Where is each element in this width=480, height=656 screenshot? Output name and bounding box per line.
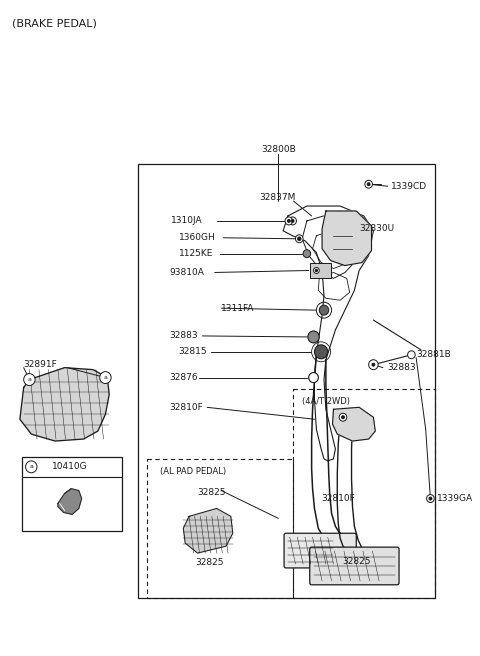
Text: a: a: [104, 375, 108, 380]
Text: 32891F: 32891F: [24, 360, 58, 369]
Circle shape: [309, 373, 318, 382]
Text: 1125KE: 1125KE: [179, 249, 213, 258]
Text: 1360GH: 1360GH: [179, 234, 216, 242]
Circle shape: [288, 219, 290, 222]
Polygon shape: [322, 211, 372, 266]
Circle shape: [314, 345, 328, 359]
Text: (BRAKE PEDAL): (BRAKE PEDAL): [12, 18, 97, 29]
Circle shape: [367, 183, 370, 186]
FancyBboxPatch shape: [310, 547, 399, 584]
Text: (4A/T 2WD): (4A/T 2WD): [302, 398, 350, 407]
Circle shape: [303, 250, 311, 258]
Text: 32815: 32815: [179, 347, 207, 356]
Circle shape: [296, 235, 303, 243]
Text: 32800B: 32800B: [261, 145, 296, 154]
Circle shape: [313, 268, 319, 274]
Text: 32837M: 32837M: [259, 193, 296, 201]
Circle shape: [100, 372, 111, 384]
Circle shape: [24, 374, 35, 386]
Text: 32810F: 32810F: [321, 494, 355, 503]
Text: 32825: 32825: [342, 556, 371, 565]
Text: 93810A: 93810A: [169, 268, 204, 277]
Polygon shape: [58, 489, 82, 514]
Bar: [310, 262, 331, 278]
Polygon shape: [333, 407, 375, 441]
FancyBboxPatch shape: [284, 533, 356, 568]
Text: 32883: 32883: [169, 331, 198, 340]
Polygon shape: [20, 367, 109, 441]
Bar: [22, 457, 121, 531]
Circle shape: [25, 461, 37, 473]
Circle shape: [291, 219, 294, 222]
Circle shape: [365, 180, 372, 188]
Text: 32830U: 32830U: [359, 224, 394, 234]
Bar: [147, 459, 293, 598]
Text: 1339CD: 1339CD: [391, 182, 427, 191]
Text: a: a: [29, 464, 33, 469]
Circle shape: [427, 495, 434, 502]
Text: 1311FA: 1311FA: [221, 304, 255, 313]
Circle shape: [319, 305, 329, 315]
Text: (AL PAD PEDAL): (AL PAD PEDAL): [159, 467, 226, 476]
Circle shape: [298, 237, 301, 241]
Circle shape: [285, 217, 293, 225]
Text: 10410G: 10410G: [51, 462, 87, 471]
Circle shape: [315, 270, 317, 272]
Text: 32810F: 32810F: [169, 403, 203, 412]
Circle shape: [309, 373, 318, 382]
Text: 1339GA: 1339GA: [437, 494, 473, 503]
Polygon shape: [183, 508, 233, 553]
Bar: [138, 165, 435, 598]
Circle shape: [372, 363, 375, 366]
Circle shape: [369, 359, 378, 369]
Circle shape: [342, 416, 345, 419]
Circle shape: [289, 217, 297, 225]
Text: 32881B: 32881B: [416, 350, 451, 359]
Circle shape: [308, 331, 319, 343]
Text: 32883: 32883: [388, 363, 416, 372]
Text: 1310JA: 1310JA: [171, 216, 203, 226]
Circle shape: [429, 497, 432, 500]
Text: a: a: [27, 377, 31, 382]
Bar: [293, 390, 435, 598]
Circle shape: [339, 413, 347, 421]
Text: 32876: 32876: [169, 373, 198, 382]
Text: 32825: 32825: [196, 558, 224, 567]
Circle shape: [408, 351, 415, 359]
Text: 32825: 32825: [198, 488, 226, 497]
